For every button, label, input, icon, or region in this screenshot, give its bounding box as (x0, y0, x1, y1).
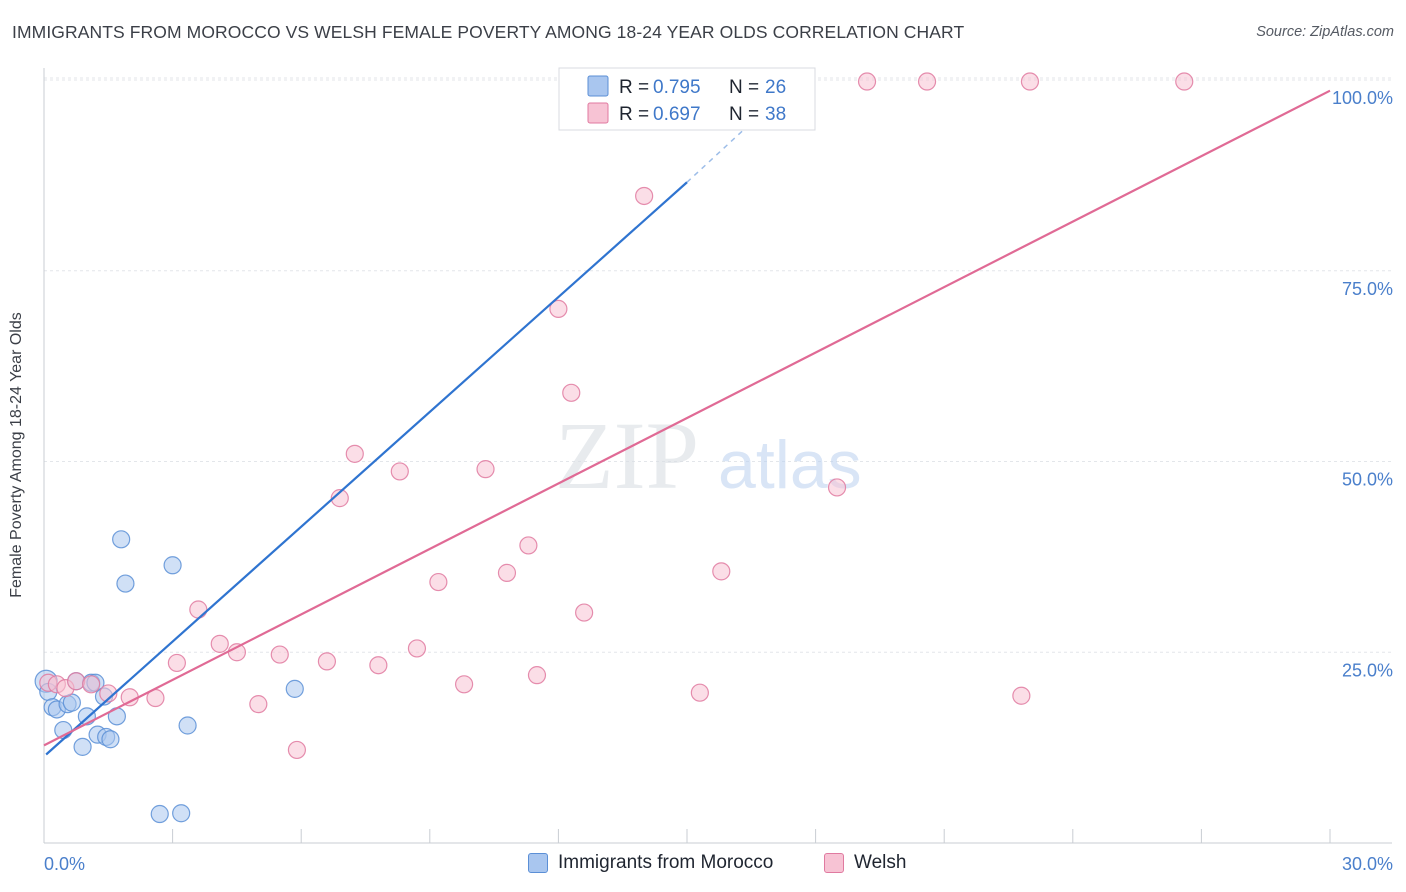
point-welsh (167, 653, 186, 673)
point-welsh (690, 683, 709, 702)
legend-n-value-morocco: 26 (765, 77, 786, 98)
x-tick-labels: 0.0% 30.0% (44, 854, 1393, 874)
legend-item-morocco: Immigrants from Morocco (528, 852, 773, 874)
point-welsh (429, 572, 448, 592)
legend-r-value-welsh: 0.697 (653, 104, 701, 125)
point-morocco (112, 530, 131, 549)
x-tick-label-min: 0.0% (44, 854, 85, 874)
point-welsh (249, 695, 268, 714)
point-welsh (497, 563, 517, 582)
trend-line-morocco (45, 181, 688, 756)
legend-swatch-bottom-morocco (528, 853, 548, 873)
point-welsh (317, 652, 337, 671)
correlation-legend: R = 0.795 N = 26 R = 0.697 N = 38 (558, 67, 816, 131)
point-welsh (99, 684, 118, 703)
point-welsh (120, 688, 139, 707)
point-welsh (330, 489, 349, 508)
trend-lines (43, 89, 1331, 756)
point-welsh (857, 72, 877, 91)
point-morocco (172, 804, 191, 823)
point-welsh (407, 639, 427, 658)
y-axis-label: Female Poverty Among 18-24 Year Olds (8, 312, 25, 598)
legend-swatch-welsh (587, 102, 609, 124)
point-welsh (519, 536, 538, 555)
legend-r-value-morocco: 0.795 (653, 77, 701, 98)
point-welsh (454, 675, 474, 694)
y-tick-label: 25.0% (1342, 660, 1393, 680)
source-label: Source: ZipAtlas.com (1256, 24, 1394, 40)
point-morocco (285, 679, 304, 698)
point-welsh (712, 562, 731, 581)
y-tick-label: 75.0% (1342, 279, 1393, 299)
point-welsh (527, 666, 547, 685)
y-tick-label: 50.0% (1342, 470, 1393, 490)
point-welsh (1012, 686, 1031, 705)
legend-r-label-welsh: R = (619, 104, 649, 125)
point-welsh (1175, 72, 1194, 91)
point-morocco (178, 716, 197, 735)
point-morocco (73, 737, 92, 756)
point-welsh (82, 675, 101, 694)
legend-n-label-morocco: N = (729, 77, 759, 98)
point-welsh (390, 462, 409, 481)
legend-label-welsh: Welsh (854, 852, 907, 873)
point-welsh (1020, 72, 1040, 91)
point-welsh (345, 444, 364, 463)
chart-title: IMMIGRANTS FROM MOROCCO VS WELSH FEMALE … (12, 22, 965, 42)
point-welsh (562, 383, 581, 402)
point-welsh (287, 740, 307, 760)
point-morocco (116, 574, 135, 593)
legend-swatch-morocco (587, 75, 609, 97)
point-welsh (917, 72, 937, 91)
point-welsh (210, 634, 229, 653)
point-morocco (150, 804, 169, 824)
watermark-zip: ZIP (555, 402, 699, 509)
y-tick-labels: 25.0% 50.0% 75.0% 100.0% (1332, 88, 1393, 680)
trend-line-welsh (43, 89, 1331, 747)
point-welsh (67, 672, 86, 691)
watermark: ZIP atlas (555, 402, 862, 509)
legend-n-value-welsh: 38 (765, 104, 786, 125)
point-morocco (163, 556, 182, 575)
point-welsh (635, 186, 654, 206)
legend-label-morocco: Immigrants from Morocco (558, 852, 774, 873)
x-tick-label-max: 30.0% (1342, 854, 1393, 874)
point-welsh (189, 600, 208, 619)
point-welsh (270, 645, 289, 664)
point-welsh (369, 656, 388, 675)
point-welsh (575, 603, 594, 622)
legend-r-label-morocco: R = (619, 77, 649, 98)
point-morocco (101, 730, 120, 749)
legend-item-welsh: Welsh (824, 852, 906, 874)
axes (43, 68, 1392, 844)
legend-n-label-welsh: N = (729, 104, 759, 125)
point-welsh (827, 478, 847, 497)
point-welsh (476, 460, 495, 479)
point-welsh (549, 299, 568, 318)
y-tick-label: 100.0% (1332, 88, 1393, 108)
legend-swatch-bottom-welsh (824, 853, 844, 873)
